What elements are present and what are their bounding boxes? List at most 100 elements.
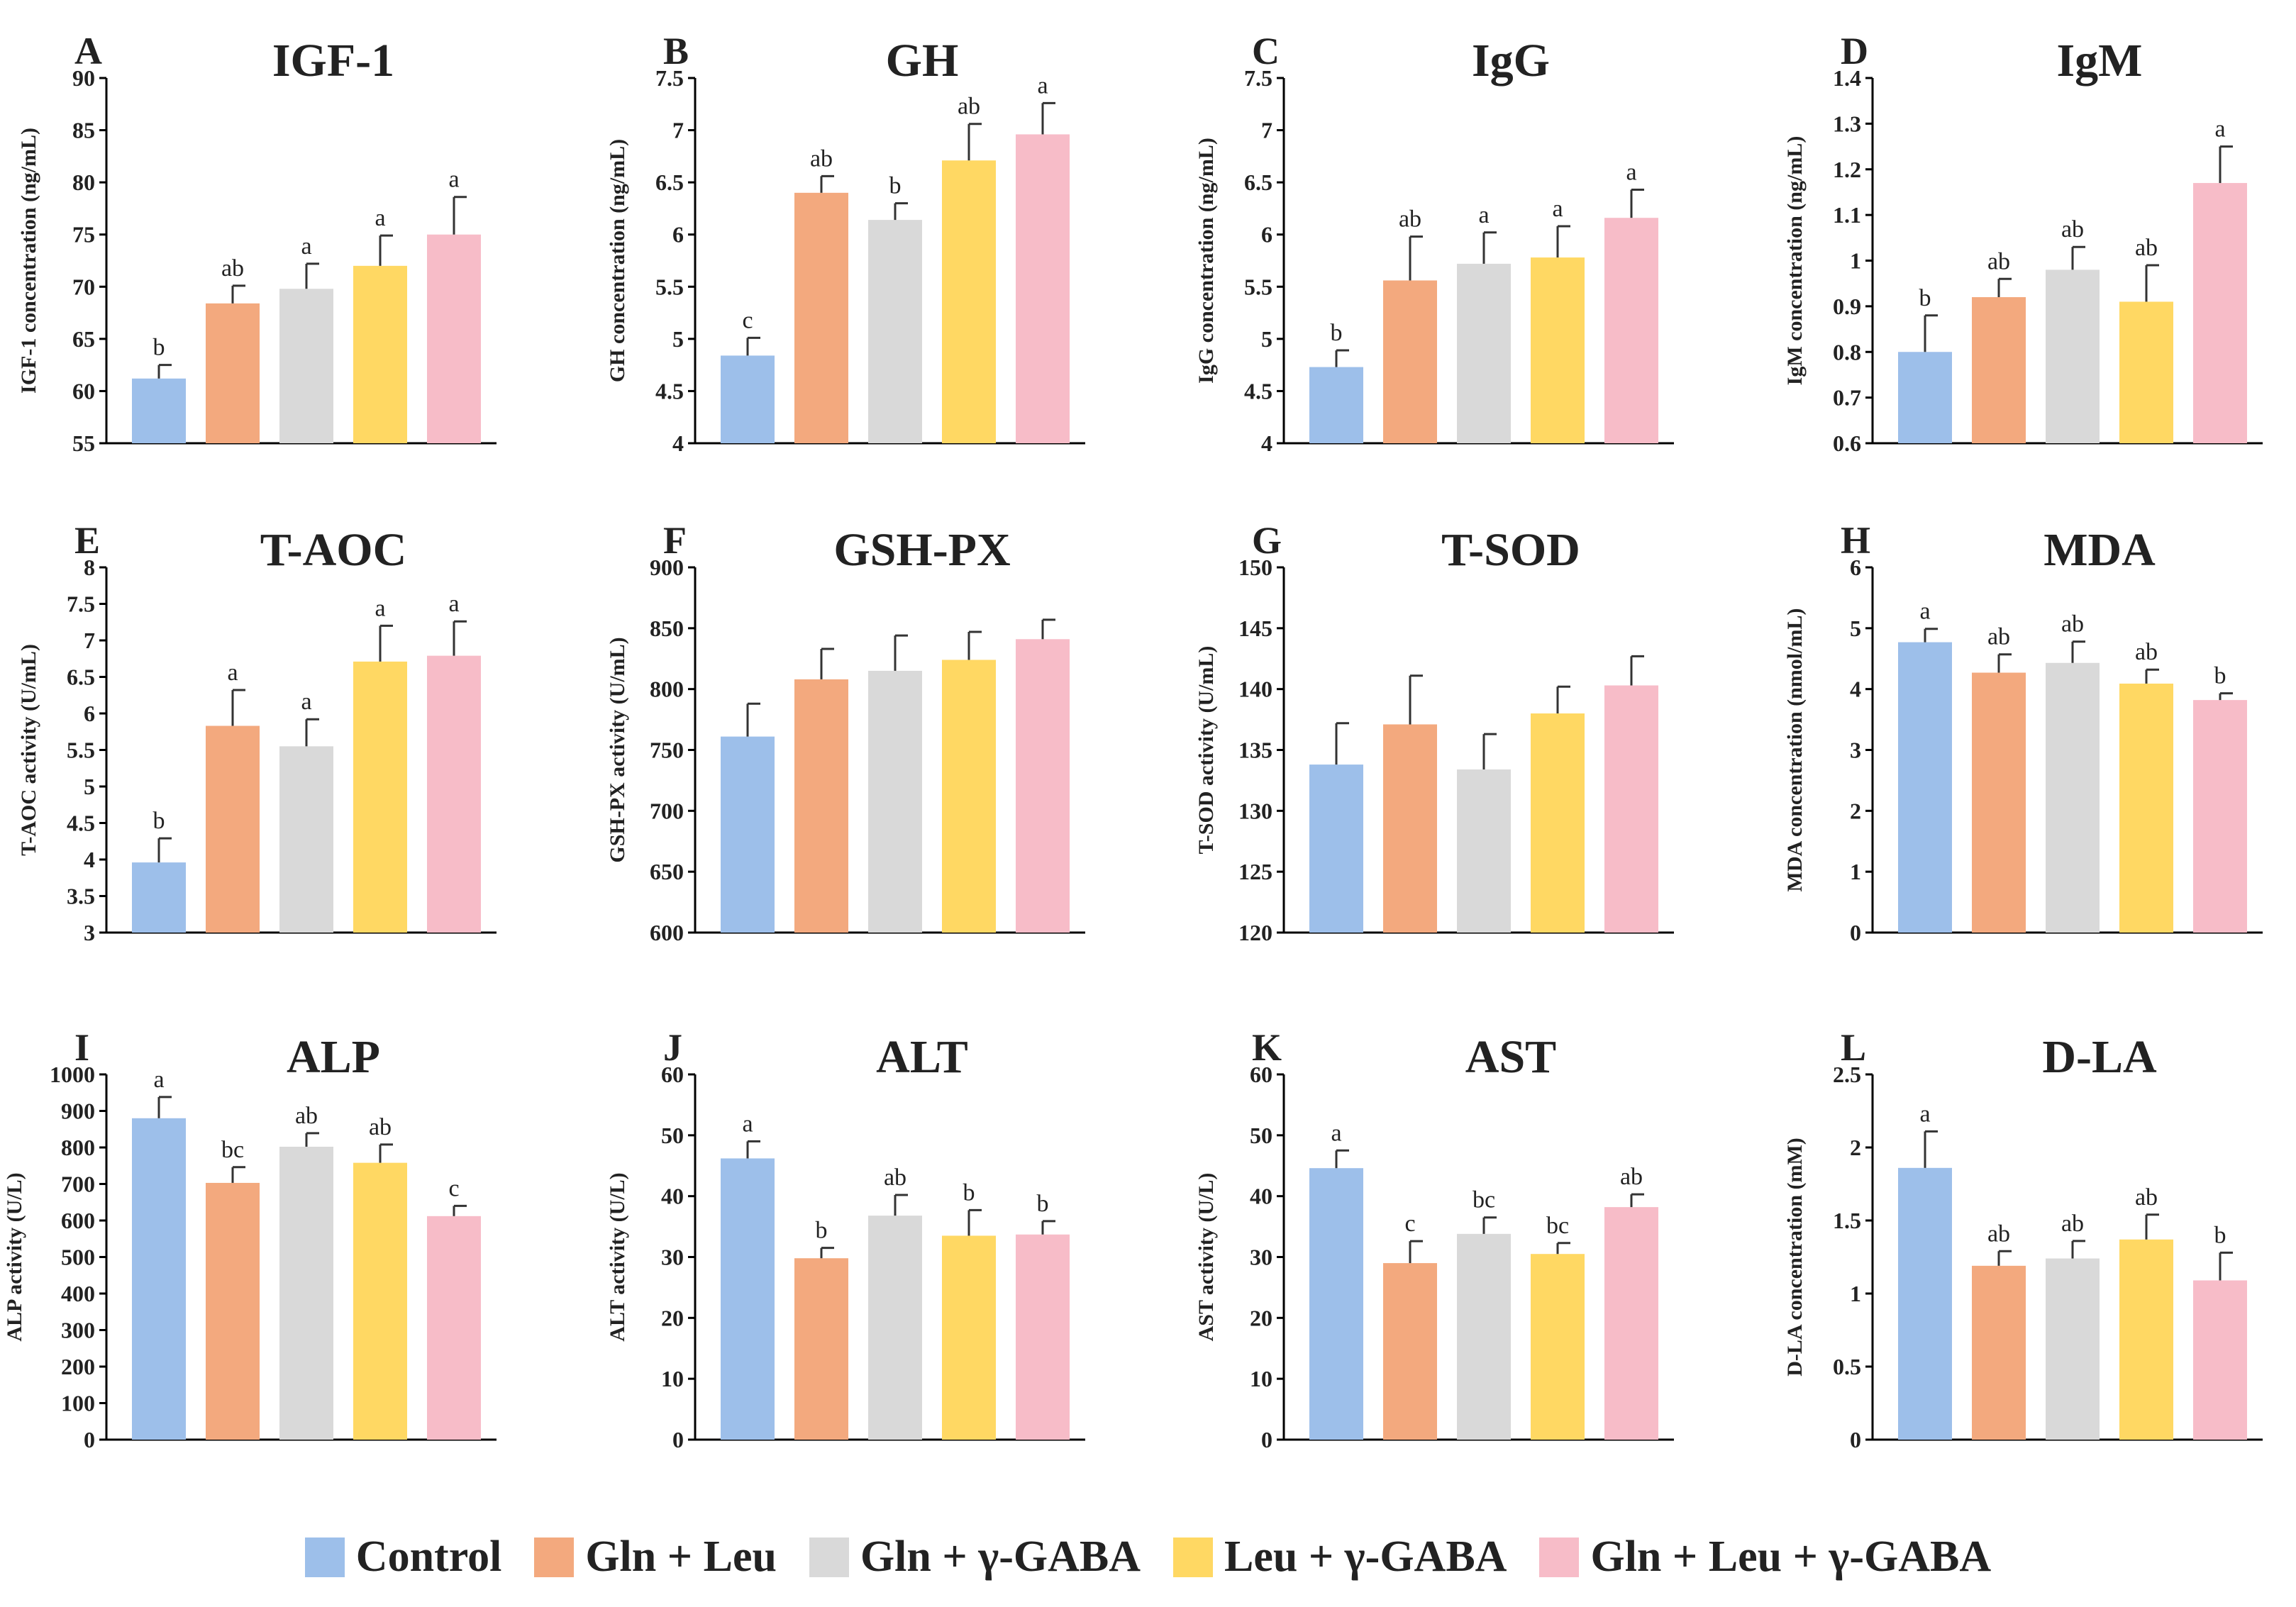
significance-letter: a: [375, 205, 385, 231]
y-tick-label: 5.5: [1244, 274, 1272, 299]
significance-letter: a: [301, 233, 311, 260]
bar: [1604, 218, 1658, 443]
y-tick-label: 20: [1250, 1305, 1272, 1330]
y-tick-label: 20: [661, 1305, 684, 1330]
bar: [353, 1162, 407, 1440]
y-tick-label: 400: [61, 1281, 95, 1306]
significance-letter: c: [742, 307, 753, 333]
y-tick-label: 150: [1238, 555, 1272, 580]
bar: [206, 1182, 260, 1440]
y-axis-label: IgM concentration (ng/mL): [1783, 136, 1807, 386]
bar: [794, 1258, 848, 1440]
y-tick-label: 0.7: [1833, 385, 1861, 411]
significance-letter: b: [816, 1218, 828, 1244]
panel-letter: H: [1841, 519, 1870, 562]
legend-label: Leu + γ-GABA: [1224, 1533, 1507, 1581]
y-tick-label: 900: [61, 1099, 95, 1124]
legend-swatch: [1539, 1537, 1580, 1577]
significance-letter: b: [963, 1179, 975, 1206]
significance-letter: ab: [2135, 235, 2158, 261]
panel-a: A IGF-1 55 60 65 70 75 80 85 90 IGF-1 concentratio…: [17, 30, 497, 456]
significance-letter: bc: [1473, 1187, 1495, 1213]
legend-item: Gln + γ-GABA: [809, 1532, 1141, 1582]
significance-letter: b: [153, 335, 165, 361]
chart-title: IgM: [2057, 35, 2143, 87]
panel-c: C IgG 4 4.5 5 5.5 6 6.5 7 7.5 IgG concentration (n…: [1194, 30, 1674, 456]
y-tick-label: 0.8: [1833, 339, 1861, 365]
panel-letter: B: [663, 30, 689, 72]
y-tick-label: 3.5: [67, 884, 95, 909]
bar: [1972, 297, 2026, 443]
panel-letter: C: [1252, 30, 1280, 72]
y-tick-label: 5.5: [67, 738, 95, 763]
significance-letter: a: [448, 591, 459, 617]
panel-letter: I: [74, 1026, 89, 1069]
bar: [279, 746, 333, 933]
y-tick-label: 60: [661, 1062, 684, 1087]
chart-title: AST: [1465, 1031, 1556, 1083]
bar: [279, 289, 333, 443]
y-tick-label: 1: [1850, 248, 1861, 274]
y-axis-label: IGF-1 concentration (ng/mL): [17, 128, 40, 394]
bar: [2193, 1280, 2247, 1440]
legend-item: Gln + Leu + γ-GABA: [1539, 1532, 1991, 1582]
significance-letter: a: [1478, 202, 1489, 228]
bar: [1457, 263, 1511, 443]
legend-swatch: [809, 1537, 849, 1577]
bar: [1309, 1168, 1363, 1440]
y-tick-label: 0: [84, 1427, 95, 1452]
significance-letter: a: [2214, 116, 2225, 143]
significance-letter: ab: [2135, 1184, 2158, 1211]
y-tick-label: 8: [84, 555, 95, 580]
y-tick-label: 600: [61, 1208, 95, 1233]
panel-h: H MDA 0 1 2 3 4 5 6 MDA concentration (nmol/mL) a a…: [1783, 519, 2263, 945]
bar: [353, 661, 407, 933]
significance-letter: a: [742, 1111, 753, 1137]
bar: [794, 679, 848, 933]
bar: [353, 265, 407, 443]
panel-i: I ALP 0 100 200 300 400 500 600 700 800 900 1000 ALP …: [3, 1026, 497, 1452]
significance-letter: ab: [2135, 639, 2158, 665]
y-tick-label: 7.5: [67, 591, 95, 617]
panel-letter: L: [1841, 1026, 1866, 1069]
bar: [1898, 642, 1952, 933]
panel-letter: J: [663, 1026, 682, 1069]
chart-title: ALT: [876, 1031, 968, 1083]
bar: [721, 1158, 775, 1440]
y-axis-label: T-AOC activity (U/mL): [17, 644, 40, 856]
significance-letter: ab: [1620, 1164, 1643, 1190]
y-tick-label: 4.5: [67, 811, 95, 836]
y-tick-label: 70: [72, 274, 95, 299]
bar: [942, 660, 996, 933]
bar: [868, 220, 922, 443]
panel-d: D IgM 0.6 0.7 0.8 0.9 1 1.1 1.2 1.3 1.4 IgM concent…: [1783, 30, 2263, 456]
y-tick-label: 6: [672, 222, 684, 248]
bar: [132, 862, 186, 933]
y-tick-label: 200: [61, 1354, 95, 1379]
y-tick-label: 4.5: [1244, 378, 1272, 404]
chart-title: T-AOC: [260, 524, 407, 576]
significance-letter: a: [1331, 1120, 1341, 1146]
y-tick-label: 2: [1850, 798, 1861, 823]
panel-letter: E: [74, 519, 100, 562]
significance-letter: ab: [1399, 206, 1421, 233]
y-tick-label: 40: [1250, 1184, 1272, 1209]
bar: [1383, 1263, 1437, 1440]
y-tick-label: 3: [84, 920, 95, 945]
bar: [1972, 672, 2026, 933]
y-tick-label: 0.9: [1833, 294, 1861, 319]
y-tick-label: 125: [1238, 859, 1272, 884]
y-tick-label: 140: [1238, 677, 1272, 702]
significance-letter: a: [1919, 1101, 1930, 1127]
y-tick-label: 135: [1238, 738, 1272, 763]
bar: [1309, 764, 1363, 933]
bar: [1531, 1254, 1585, 1440]
y-tick-label: 10: [661, 1366, 684, 1391]
y-tick-label: 7: [672, 118, 684, 143]
bar: [206, 303, 260, 443]
y-tick-label: 850: [650, 616, 684, 641]
y-tick-label: 6.5: [1244, 169, 1272, 195]
y-tick-label: 0.5: [1833, 1354, 1861, 1379]
y-tick-label: 2: [1850, 1135, 1861, 1160]
significance-letter: c: [1404, 1211, 1415, 1237]
